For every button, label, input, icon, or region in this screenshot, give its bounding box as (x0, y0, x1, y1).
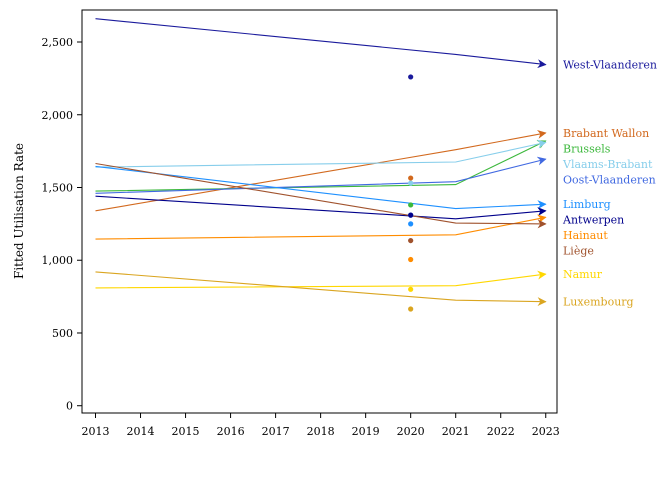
point-2020-antwerpen (408, 212, 414, 218)
x-tick-label: 2020 (397, 425, 425, 438)
y-tick-label: 0 (66, 400, 73, 413)
series-lines (95, 18, 547, 307)
series-line-luxembourg (95, 271, 547, 307)
x-tick-label: 2023 (532, 425, 560, 438)
series-label-liege: Liège (563, 245, 594, 258)
y-axis-title: Fitted Utilisation Rate (12, 143, 26, 279)
series-line-antwerpen (95, 195, 547, 220)
point-2020-liege (408, 237, 414, 244)
x-tick-label: 2013 (82, 425, 110, 438)
series-line-namur (95, 270, 547, 289)
x-axis-ticks: 2013 2014 2015 2016 2017 2018 2019 2020 2021 2022… (82, 413, 560, 438)
x-tick-label: 2019 (352, 425, 380, 438)
series-label-brabant-wallon: Brabant Wallon (563, 127, 649, 140)
point-2020-west-vlaanderen (408, 74, 414, 80)
x-tick-label: 2018 (307, 425, 335, 438)
series-label-luxembourg: Luxembourg (563, 296, 634, 309)
series-line-brabant-wallon (95, 129, 547, 212)
series-label-west-vlaanderen: West-Vlaanderen (563, 59, 657, 72)
point-2020-brussels (408, 202, 414, 208)
y-tick-label: 500 (52, 327, 73, 340)
x-tick-label: 2016 (217, 425, 245, 438)
series-label-antwerpen: Antwerpen (562, 214, 624, 227)
y-tick-label: 1,500 (42, 181, 74, 194)
series-labels: West-Vlaanderen Brabant Wallon Brussels Vla… (562, 59, 657, 309)
plot-frame (81, 9, 558, 414)
series-label-vlaams-brabant: Vlaams-Brabant (562, 158, 653, 171)
y-tick-label: 2,500 (42, 36, 74, 49)
x-tick-label: 2014 (127, 425, 155, 438)
point-2020-hainaut (408, 256, 414, 263)
series-line-vlaams-brabant (95, 139, 547, 168)
series-points-2020 (408, 74, 414, 312)
y-axis-ticks: 0 500 1,000 1,500 2,000 2,500 (42, 36, 82, 413)
series-label-brussels: Brussels (563, 142, 611, 155)
series-line-limburg (95, 165, 547, 210)
series-line-oost-vlaanderen (95, 156, 547, 194)
point-2020-limburg (408, 221, 414, 227)
point-2020-brabant-wallon (408, 175, 414, 181)
x-tick-label: 2021 (442, 425, 470, 438)
series-label-limburg: Limburg (563, 198, 611, 211)
x-tick-label: 2015 (172, 425, 200, 438)
series-line-liege (95, 162, 547, 229)
series-label-oost-vlaanderen: Oost-Vlaanderen (563, 173, 656, 186)
series-label-namur: Namur (563, 268, 603, 281)
series-line-west-vlaanderen (95, 18, 547, 69)
point-2020-namur (408, 286, 414, 292)
x-tick-label: 2022 (487, 425, 515, 438)
x-tick-label: 2017 (262, 425, 290, 438)
point-2020-luxembourg (408, 306, 414, 312)
point-2020-vlaams-brabant (408, 180, 414, 186)
series-label-hainaut: Hainaut (563, 229, 608, 242)
y-tick-label: 1,000 (42, 254, 74, 267)
y-tick-label: 2,000 (42, 109, 74, 122)
